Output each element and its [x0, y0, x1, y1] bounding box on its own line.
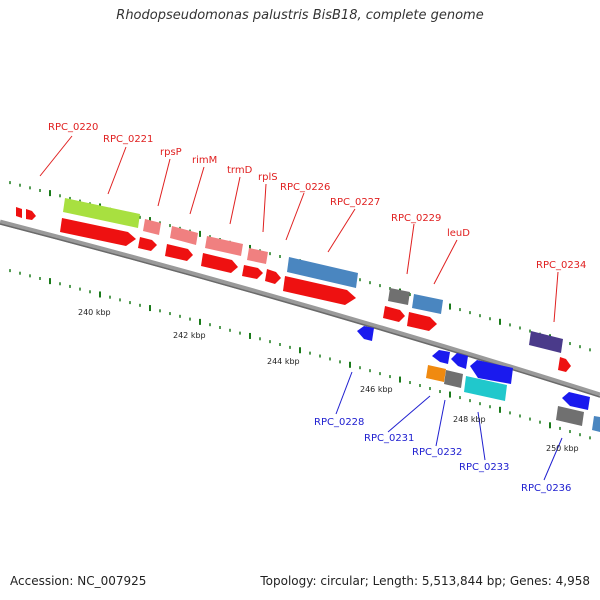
label-rpc0220[interactable]: RPC_0220	[48, 122, 98, 133]
feature-rpc0234-gene[interactable]	[529, 331, 563, 353]
genome-backbone-shade	[0, 223, 600, 398]
topology-text: Topology: circular; Length: 5,513,844 bp…	[260, 574, 590, 588]
feature-rpls-cds[interactable]	[242, 265, 263, 279]
label-rimm[interactable]: rimM	[192, 155, 217, 166]
reverse-features	[357, 326, 600, 432]
genome-title: Rhodopseudomonas palustris BisB18, compl…	[116, 8, 484, 23]
scale-label-244: 244 kbp	[267, 357, 300, 366]
label-leud[interactable]: leuD	[447, 228, 470, 239]
label-rpc0221[interactable]: RPC_0221	[103, 134, 153, 145]
label-rpc0236[interactable]: RPC_0236	[521, 483, 571, 494]
label-rpc0227[interactable]: RPC_0227	[330, 197, 380, 208]
feature-rpls-cds-b[interactable]	[265, 269, 281, 284]
feature-trmd-gene[interactable]	[205, 236, 243, 256]
feature-edge-steel[interactable]	[592, 416, 600, 432]
feature-rpc0229-cds[interactable]	[383, 306, 405, 322]
feature-rpc0220-cds-a[interactable]	[16, 207, 22, 218]
feature-rpc0228-gene[interactable]	[357, 326, 374, 341]
scale-label-248: 248 kbp	[453, 415, 486, 424]
feature-rpc0234-cds[interactable]	[558, 357, 571, 372]
feature-leud-gene[interactable]	[412, 294, 443, 314]
label-rpsp[interactable]: rpsP	[160, 147, 182, 158]
label-rpc0226[interactable]: RPC_0226	[280, 182, 330, 193]
label-rpc0229[interactable]: RPC_0229	[391, 213, 441, 224]
feature-rpc0236-gray[interactable]	[556, 406, 584, 426]
feature-rpsp-cds[interactable]	[138, 237, 157, 251]
feature-rpc0236-blue[interactable]	[562, 392, 590, 410]
feature-rimm-cds[interactable]	[165, 244, 193, 261]
feature-rpc0232-gene[interactable]	[470, 360, 513, 384]
feature-rpc0221-cds[interactable]	[60, 218, 136, 246]
scale-label-240: 240 kbp	[78, 308, 111, 317]
scale-labels: 240 kbp 242 kbp 244 kbp 246 kbp 248 kbp …	[78, 308, 579, 453]
scale-label-246: 246 kbp	[360, 385, 393, 394]
label-rpc0228[interactable]: RPC_0228	[314, 417, 364, 428]
feature-rpc0226-cds[interactable]	[283, 276, 356, 305]
label-trmd[interactable]: trmD	[227, 165, 253, 176]
feature-rpc0220-cds-b[interactable]	[26, 209, 36, 220]
feature-rpsp-gene[interactable]	[143, 219, 161, 235]
forward-leaders	[39, 135, 559, 323]
scale-label-242: 242 kbp	[173, 331, 206, 340]
feature-trmd-cds[interactable]	[201, 253, 238, 273]
feature-leud-cds[interactable]	[407, 312, 437, 331]
label-rpc0233[interactable]: RPC_0233	[459, 462, 509, 473]
reverse-gene-labels: RPC_0228 RPC_0231 RPC_0232 RPC_0233 RPC_…	[314, 417, 571, 494]
feature-rpc0231-orange[interactable]	[426, 365, 446, 382]
reverse-leaders	[335, 371, 563, 481]
feature-rpc0231-gene-b[interactable]	[451, 353, 468, 369]
feature-rpc0233-gene[interactable]	[464, 376, 507, 401]
feature-rpls-gene[interactable]	[247, 248, 268, 264]
forward-features	[16, 198, 571, 372]
accession-text: Accession: NC_007925	[10, 574, 147, 588]
scale-label-250: 250 kbp	[546, 444, 579, 453]
label-rpc0231[interactable]: RPC_0231	[364, 433, 414, 444]
feature-rpc0226-gene[interactable]	[287, 257, 358, 288]
feature-rpc0221-gene[interactable]	[63, 198, 140, 228]
label-rpc0234[interactable]: RPC_0234	[536, 260, 586, 271]
feature-rpc0232-gray[interactable]	[444, 370, 463, 388]
label-rpls[interactable]: rplS	[258, 172, 278, 183]
genome-backbone	[0, 219, 600, 398]
feature-rpc0229-gene[interactable]	[388, 288, 410, 305]
label-rpc0232[interactable]: RPC_0232	[412, 447, 462, 458]
forward-gene-labels: RPC_0220 RPC_0221 rpsP rimM trmD rplS RP…	[48, 122, 586, 271]
feature-rpc0231-gene[interactable]	[432, 350, 450, 364]
feature-rimm-gene[interactable]	[170, 226, 198, 245]
